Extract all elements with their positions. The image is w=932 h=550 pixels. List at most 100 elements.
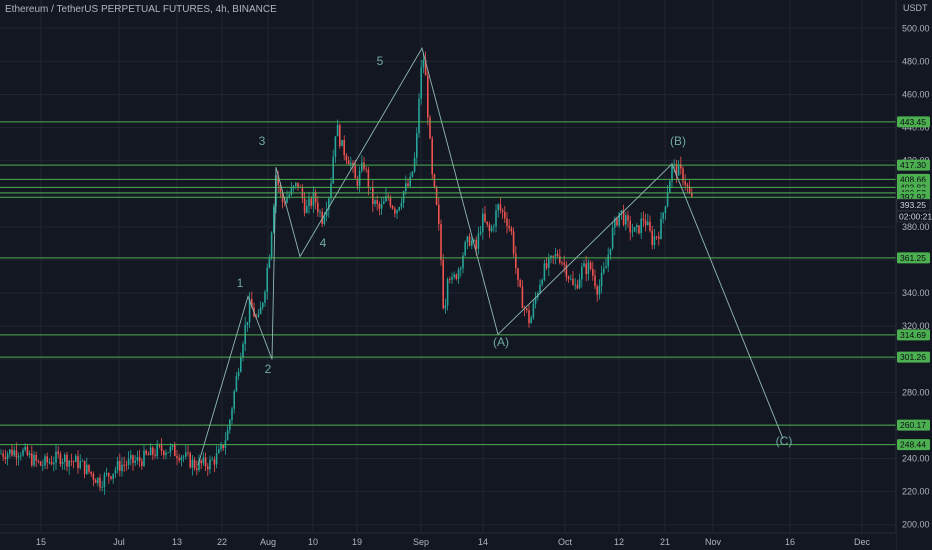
candle-body — [202, 457, 205, 464]
candle-body — [154, 454, 156, 456]
candle-body — [310, 198, 312, 206]
candle-body — [141, 461, 143, 466]
candle-body — [530, 317, 532, 324]
candle-body — [138, 457, 141, 462]
candle-body — [354, 165, 356, 179]
candle-body — [625, 215, 627, 225]
level-label-box — [897, 419, 930, 431]
candle-body — [383, 201, 385, 204]
candle-body — [207, 466, 209, 470]
candle-body — [268, 257, 271, 268]
candle-body — [2, 453, 4, 457]
candle-body — [277, 175, 279, 185]
candle-body — [453, 274, 455, 278]
candle-body — [438, 204, 440, 225]
level-label: 408.66 — [900, 174, 926, 184]
candle-body — [330, 183, 332, 199]
y-tick-label: 320.00 — [902, 321, 930, 331]
level-label: 314.69 — [900, 330, 926, 340]
wave-polyline[interactable] — [197, 46, 784, 466]
candle-body — [259, 307, 262, 315]
candle-body — [94, 479, 97, 484]
candle-body — [451, 277, 453, 280]
candle-body — [493, 226, 495, 228]
candle-body — [0, 453, 2, 455]
candle-body — [4, 456, 7, 459]
time-axis-ticks: 15 Jul 13 22 Aug 10 19 Sep 14 Oct 12 21 Nov 16 Dec — [36, 537, 871, 547]
candle-body — [600, 272, 603, 287]
candle-body — [501, 209, 504, 212]
time-axis-panel[interactable] — [0, 533, 896, 550]
candle-body — [61, 461, 64, 465]
candle-body — [653, 236, 656, 246]
candle-body — [101, 487, 103, 489]
candle-body — [176, 455, 178, 459]
candle-body — [510, 228, 513, 232]
x-tick-label: 12 — [614, 537, 624, 547]
candle-body — [130, 455, 132, 459]
candle-body — [473, 239, 475, 241]
x-tick-label: Dec — [854, 537, 871, 547]
candle-body — [640, 218, 642, 234]
candle-body — [182, 456, 185, 458]
candle-body — [20, 455, 22, 457]
x-tick-label: 10 — [308, 537, 318, 547]
candle-body — [611, 227, 614, 249]
candle-body — [149, 447, 152, 456]
candle-body — [328, 198, 330, 210]
candle-body — [88, 464, 90, 472]
candle-body — [655, 236, 658, 238]
candle-body — [589, 262, 592, 269]
candle-body — [372, 187, 374, 205]
candle-body — [416, 133, 418, 158]
candle-body — [180, 456, 183, 461]
candle-body — [409, 176, 411, 187]
candle-body — [116, 461, 119, 470]
candle-body — [422, 59, 425, 68]
candle-body — [55, 451, 57, 463]
wave-label: 4 — [320, 236, 327, 250]
candle-body — [123, 464, 125, 466]
candle-body — [636, 225, 638, 228]
level-label-box — [897, 252, 930, 264]
wave-label: (B) — [670, 134, 686, 148]
candle-body — [391, 206, 394, 209]
candle-body — [545, 263, 548, 268]
candle-body — [378, 203, 381, 209]
candle-body — [75, 456, 77, 462]
candle-body — [39, 461, 42, 466]
candle-body — [347, 160, 350, 165]
candle-body — [81, 460, 84, 462]
candle-body — [363, 162, 365, 169]
candle-body — [647, 221, 649, 226]
candle-body — [112, 473, 114, 479]
candle-body — [165, 452, 167, 456]
candle-body — [251, 299, 253, 308]
candle-body — [616, 218, 618, 226]
candle-body — [376, 200, 378, 204]
wave-label: (A) — [493, 335, 509, 349]
candle-body — [592, 268, 594, 276]
level-label-box — [897, 329, 930, 341]
candle-body — [455, 274, 458, 280]
candle-body — [83, 460, 86, 474]
candle-body — [464, 242, 466, 256]
x-tick-label: 16 — [785, 537, 795, 547]
candle-body — [257, 314, 260, 317]
candle-body — [396, 210, 398, 214]
candle-body — [618, 212, 620, 226]
current-price-value: 393.25 — [900, 200, 926, 210]
candle-body — [565, 264, 568, 277]
candle-body — [196, 468, 198, 471]
wave-label: (C) — [776, 434, 793, 448]
x-tick-label: Oct — [558, 537, 573, 547]
candle-body — [440, 224, 442, 260]
candle-body — [237, 371, 240, 377]
candle-body — [163, 450, 165, 456]
y-tick-label: 460.00 — [902, 89, 930, 99]
price-axis-panel[interactable] — [896, 0, 932, 550]
level-label: 361.25 — [900, 253, 926, 263]
candle-body — [97, 477, 99, 484]
candle-body — [688, 186, 691, 194]
